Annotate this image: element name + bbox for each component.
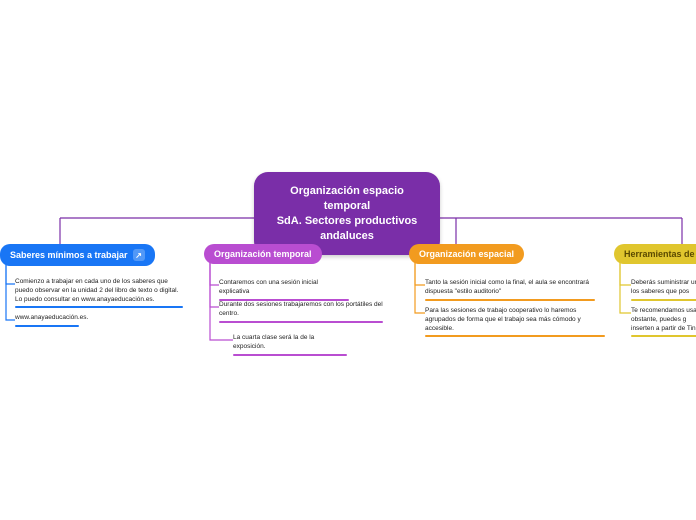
leaf-node[interactable]: Te recomendamos usar No obstante, puedes…	[631, 307, 696, 337]
leaf-node[interactable]: Contaremos con una sesión inicial explic…	[219, 279, 349, 301]
root-line2: SdA. Sectores productivos	[277, 215, 418, 227]
root-node[interactable]: Organización espacio temporal SdA. Secto…	[254, 172, 440, 255]
branch-label-text: Saberes mínimos a trabajar	[10, 250, 128, 260]
branch-b3[interactable]: Organización espacial	[409, 244, 524, 264]
branch-b1[interactable]: Saberes mínimos a trabajar ↗	[0, 244, 155, 266]
root-line1: Organización espacio temporal	[290, 185, 404, 212]
leaf-node[interactable]: Comienzo a trabajar en cada uno de los s…	[15, 278, 183, 308]
branch-b4[interactable]: Herramientas de tr	[614, 244, 696, 264]
leaf-node[interactable]: www.anayaeducación.es.	[15, 314, 79, 327]
branch-b2[interactable]: Organización temporal	[204, 244, 322, 264]
leaf-node[interactable]: Durante dos sesiones trabajaremos con lo…	[219, 301, 383, 323]
leaf-node[interactable]: Para las sesiones de trabajo cooperativo…	[425, 307, 605, 337]
branch-label-text: Organización temporal	[214, 249, 312, 259]
root-line3: andaluces	[320, 230, 374, 242]
leaf-node[interactable]: Deberás suministrar un de los saberes qu…	[631, 279, 696, 301]
branch-label-text: Herramientas de tr	[624, 249, 696, 259]
leaf-node[interactable]: La cuarta clase será la de la exposición…	[233, 334, 347, 356]
mindmap-canvas: Organización espacio temporal SdA. Secto…	[0, 0, 696, 520]
external-link-icon[interactable]: ↗	[133, 249, 145, 261]
branch-label-text: Organización espacial	[419, 249, 514, 259]
leaf-node[interactable]: Tanto la sesión inicial como la final, e…	[425, 279, 595, 301]
